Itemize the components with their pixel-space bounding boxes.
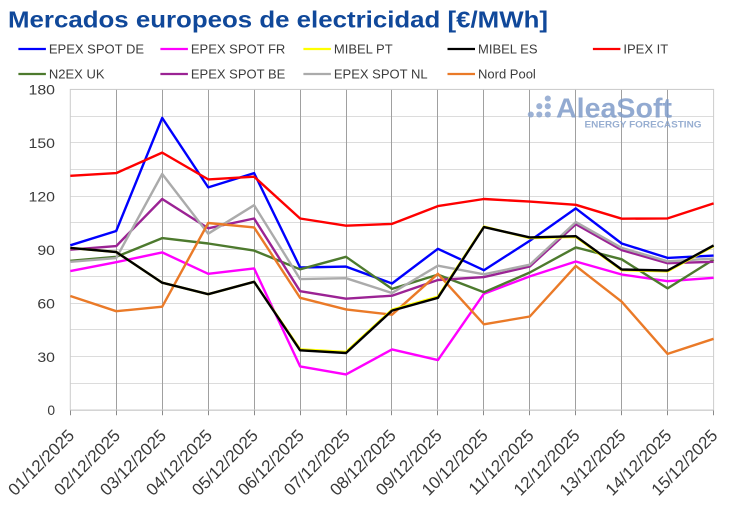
svg-text:120: 120 xyxy=(29,190,56,205)
svg-text:30: 30 xyxy=(37,350,55,365)
svg-text:EPEX SPOT BE: EPEX SPOT BE xyxy=(191,67,286,82)
svg-text:N2EX UK: N2EX UK xyxy=(49,67,105,82)
svg-text:Nord Pool: Nord Pool xyxy=(478,67,536,82)
svg-text:MIBEL ES: MIBEL ES xyxy=(478,42,538,57)
svg-text:60: 60 xyxy=(37,296,55,311)
svg-text:90: 90 xyxy=(37,243,55,258)
svg-text:150: 150 xyxy=(29,136,56,151)
svg-text:IPEX IT: IPEX IT xyxy=(623,42,668,57)
svg-text:EPEX SPOT NL: EPEX SPOT NL xyxy=(334,67,428,82)
svg-text:EPEX SPOT DE: EPEX SPOT DE xyxy=(49,42,144,57)
svg-text:MIBEL PT: MIBEL PT xyxy=(334,42,393,57)
svg-text:ENERGY FORECASTING: ENERGY FORECASTING xyxy=(585,119,702,130)
svg-text:Mercados europeos de electrici: Mercados europeos de electricidad [€/MWh… xyxy=(8,7,548,33)
svg-text:180: 180 xyxy=(29,83,56,98)
svg-text:0: 0 xyxy=(47,403,55,418)
svg-text:AleaSoft: AleaSoft xyxy=(556,93,672,124)
svg-text:EPEX SPOT FR: EPEX SPOT FR xyxy=(191,42,285,57)
